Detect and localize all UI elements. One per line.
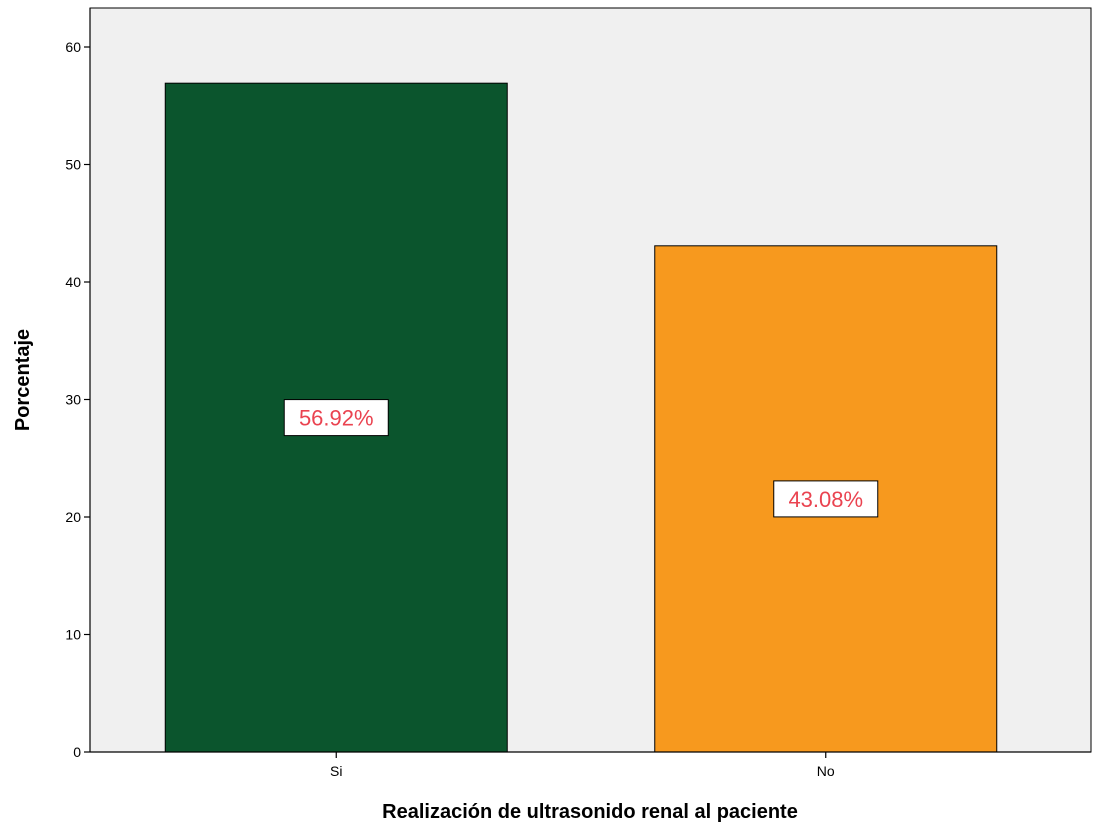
data-label-box — [283, 399, 389, 437]
data-label-box — [773, 480, 879, 518]
y-tick-label: 20 — [65, 509, 81, 525]
y-tick-label: 50 — [65, 157, 81, 173]
x-tick-label: No — [817, 763, 835, 779]
y-axis-title: Porcentaje — [12, 329, 34, 431]
data-label: 43.08% — [788, 487, 863, 512]
y-tick-label: 10 — [65, 627, 81, 643]
x-axis-title: Realización de ultrasonido renal al paci… — [382, 801, 798, 823]
y-tick-label: 0 — [73, 744, 81, 760]
y-tick-label: 60 — [65, 39, 81, 55]
y-axis: 0 10 20 30 40 50 60 — [65, 8, 91, 760]
bars: 56.92% 43.08% — [164, 82, 998, 753]
y-tick-label: 30 — [65, 392, 81, 408]
y-tick-label: 40 — [65, 274, 81, 290]
x-tick-label: Si — [330, 763, 342, 779]
data-label: 56.92% — [299, 406, 374, 431]
x-axis: Si No — [90, 751, 1091, 779]
